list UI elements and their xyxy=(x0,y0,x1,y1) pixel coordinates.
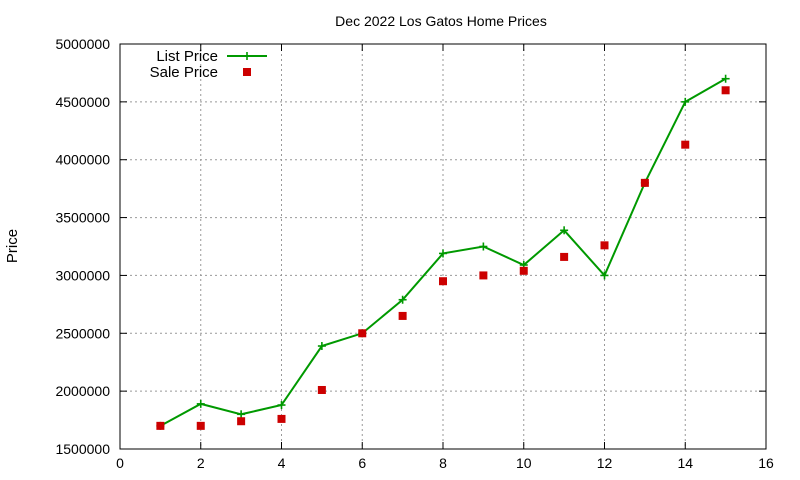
x-tick-label: 12 xyxy=(597,455,613,471)
y-axis-title: Price xyxy=(4,229,21,263)
y-tick-label: 4000000 xyxy=(55,152,110,168)
list-price-point xyxy=(560,226,569,235)
list-price-point xyxy=(681,97,690,106)
x-tick-label: 2 xyxy=(197,455,205,471)
list-price-point xyxy=(196,399,205,408)
y-tick-label: 5000000 xyxy=(55,36,110,52)
chart-title: Dec 2022 Los Gatos Home Prices xyxy=(335,13,547,29)
sale-price-point xyxy=(439,277,447,286)
sale-price-point xyxy=(156,421,165,430)
legend-swatch-plus xyxy=(243,52,251,60)
x-tick-label: 10 xyxy=(516,455,532,471)
sale-price-point xyxy=(358,329,367,338)
list-price-point xyxy=(600,271,609,280)
grid-lines xyxy=(120,44,766,449)
list-price-point xyxy=(398,295,407,304)
series-list-price xyxy=(156,74,730,430)
y-tick-label: 2500000 xyxy=(55,325,110,341)
y-tick-label: 2000000 xyxy=(55,383,110,399)
sale-price-point xyxy=(237,417,246,426)
tick-labels: 1500000 2000000 2500000 3000000 3500000 40000… xyxy=(55,36,774,471)
x-tick-label: 8 xyxy=(439,455,447,471)
sale-price-point xyxy=(600,241,609,250)
sale-price-point xyxy=(640,178,649,187)
x-tick-label: 4 xyxy=(278,455,286,471)
list-price-point xyxy=(277,401,286,410)
sale-price-point xyxy=(681,140,690,149)
sale-price-point xyxy=(479,271,488,280)
sale-price-point xyxy=(721,86,730,95)
legend-label-sale-price: Sale Price xyxy=(150,64,218,81)
y-tick-label: 3500000 xyxy=(55,210,110,226)
sale-price-point xyxy=(398,311,407,320)
y-tick-label: 3000000 xyxy=(55,267,110,283)
sale-price-point xyxy=(196,421,205,430)
data-series xyxy=(156,74,730,430)
list-price-point xyxy=(721,74,730,83)
x-tick-label: 6 xyxy=(358,455,366,471)
list-price-point xyxy=(439,249,447,258)
list-price-point xyxy=(317,342,326,351)
x-tick-label: 14 xyxy=(677,455,693,471)
sale-price-point xyxy=(277,414,286,423)
sale-price-point xyxy=(560,252,569,261)
sale-price-point xyxy=(317,385,326,394)
plot-frame xyxy=(119,43,767,450)
y-tick-label: 4500000 xyxy=(55,94,110,110)
list-price-point xyxy=(237,410,246,419)
y-tick-label: 1500000 xyxy=(55,441,110,457)
series-sale-price xyxy=(156,86,730,430)
legend-label-list-price: List Price xyxy=(156,48,218,65)
legend-swatch-square xyxy=(243,68,251,76)
x-tick-label: 16 xyxy=(758,455,774,471)
list-price-point xyxy=(479,242,488,251)
x-tick-label: 0 xyxy=(116,455,124,471)
sale-price-point xyxy=(519,266,528,275)
